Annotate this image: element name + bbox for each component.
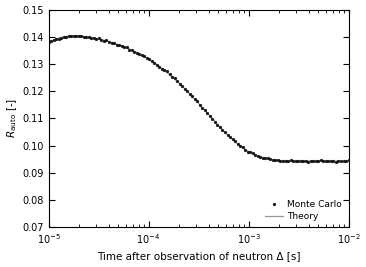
Theory <box>340 159 344 163</box>
Theory <box>74 34 78 38</box>
Theory <box>346 159 351 163</box>
X-axis label: Time after observation of neutron Δ [s]: Time after observation of neutron Δ [s] <box>97 252 300 261</box>
Monte Carlo <box>130 48 134 52</box>
Theory <box>305 159 309 163</box>
Monte Carlo <box>215 123 220 127</box>
Monte Carlo <box>306 160 310 163</box>
Theory <box>54 37 58 41</box>
Line: Theory: Theory <box>18 36 348 161</box>
Monte Carlo <box>46 40 51 43</box>
Monte Carlo <box>341 160 346 163</box>
Monte Carlo <box>69 34 74 37</box>
Theory <box>72 34 77 38</box>
Monte Carlo <box>286 159 290 163</box>
Line: Monte Carlo: Monte Carlo <box>47 34 350 163</box>
Y-axis label: $R_{\mathrm{auto}}$ [-]: $R_{\mathrm{auto}}$ [-] <box>5 98 19 139</box>
Legend: Monte Carlo, Theory: Monte Carlo, Theory <box>263 198 344 223</box>
Monte Carlo <box>346 159 351 162</box>
Theory <box>143 56 147 59</box>
Theory <box>16 66 20 69</box>
Monte Carlo <box>255 155 260 158</box>
Theory <box>157 65 162 68</box>
Monte Carlo <box>112 42 116 45</box>
